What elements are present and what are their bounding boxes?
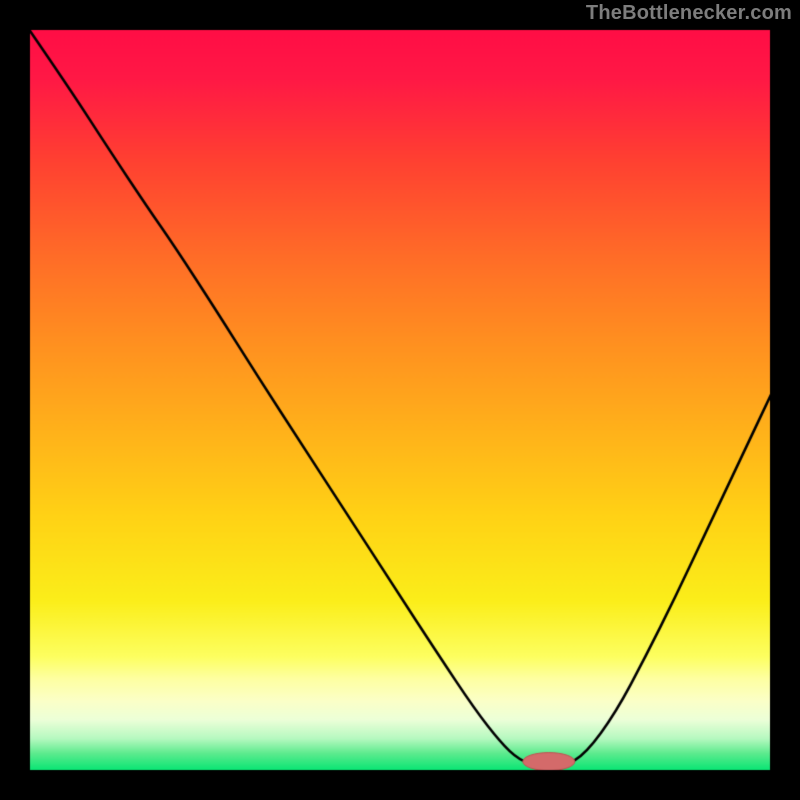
watermark-label: TheBottlenecker.com [586, 2, 792, 25]
gradient-curve-chart [0, 0, 800, 800]
chart-container: TheBottlenecker.com [0, 0, 800, 800]
